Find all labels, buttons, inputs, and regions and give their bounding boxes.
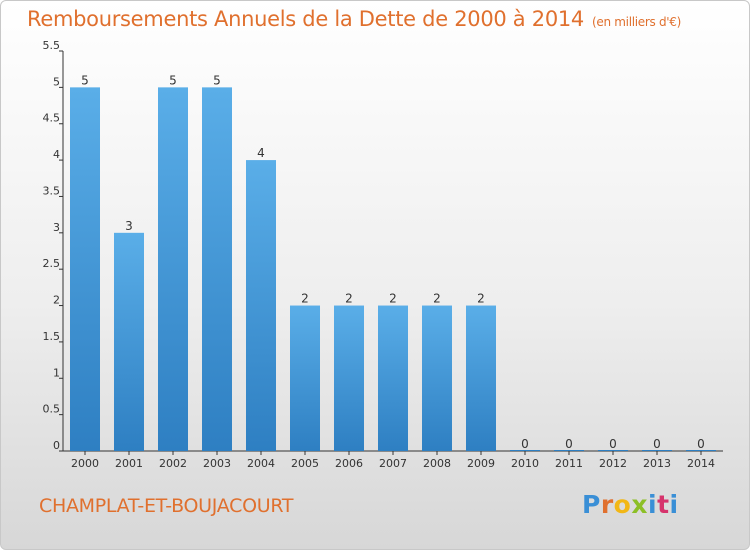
x-tick-label: 2003 [203,457,231,470]
x-tick-label: 2001 [115,457,143,470]
y-tick-label: 2 [53,294,60,307]
data-label: 2 [433,292,441,306]
commune-name: CHAMPLAT-ET-BOUJACOURT [39,495,294,517]
x-tick-label: 2002 [159,457,187,470]
data-label: 4 [257,146,265,160]
data-label: 3 [125,219,133,233]
logo-letter: r [600,490,614,519]
x-tick-label: 2014 [687,457,715,470]
y-tick-label: 4 [53,148,60,161]
data-label: 0 [565,437,573,451]
y-tick-label: 2.5 [43,257,61,270]
data-label: 0 [697,437,705,451]
x-tick-label: 2008 [423,457,451,470]
data-label: 2 [389,292,397,306]
logo-letter: o [613,490,632,519]
logo-letter: x [631,490,648,519]
y-tick-label: 3.5 [43,184,61,197]
y-tick-label: 0.5 [43,403,61,416]
y-tick-label: 5.5 [43,39,61,52]
data-label: 2 [477,292,485,306]
data-label: 5 [169,73,177,87]
x-tick-label: 2010 [511,457,539,470]
bar [202,87,232,451]
chart-title-text: Remboursements Annuels de la Dette de 20… [27,7,584,31]
y-tick-label: 1 [53,366,60,379]
bar [422,305,452,451]
bar [246,160,276,451]
logo-letter: t [657,490,670,519]
proxiti-logo[interactable]: Proxiti [582,490,679,519]
data-label: 5 [213,73,221,87]
data-label: 2 [301,292,309,306]
y-tick-label: 4.5 [43,112,61,125]
logo-letter: P [582,490,601,519]
y-tick-label: 5 [53,75,60,88]
x-tick-label: 2006 [335,457,363,470]
chart-bars [70,87,716,451]
y-tick-label: 1.5 [43,330,61,343]
bar [290,305,320,451]
x-tick-label: 2004 [247,457,275,470]
data-label: 0 [521,437,529,451]
x-tick-label: 2007 [379,457,407,470]
chart-title: Remboursements Annuels de la Dette de 20… [27,7,681,31]
unit-note: (en milliers d'€) [592,15,682,29]
x-tick-label: 2012 [599,457,627,470]
bar [114,232,144,451]
y-tick-label: 3 [53,221,60,234]
bar [158,87,188,451]
x-tick-label: 2009 [467,457,495,470]
data-label: 0 [653,437,661,451]
bar [70,87,100,451]
data-label: 2 [345,292,353,306]
bar [466,305,496,451]
data-label: 5 [81,73,89,87]
logo-letter: i [669,490,679,519]
y-tick-label: 0 [53,439,60,452]
x-tick-label: 2000 [71,457,99,470]
chart-labels: 5200032001520025200342004220052200622007… [71,73,715,470]
bar [334,305,364,451]
logo-letter: i [648,490,658,519]
x-tick-label: 2013 [643,457,671,470]
bar [378,305,408,451]
x-tick-label: 2011 [555,457,583,470]
x-tick-label: 2005 [291,457,319,470]
chart-axes: 0 0.5 1 1.5 2 2.5 3 3.5 4 4.5 5 5.5 [43,39,723,455]
data-label: 0 [609,437,617,451]
